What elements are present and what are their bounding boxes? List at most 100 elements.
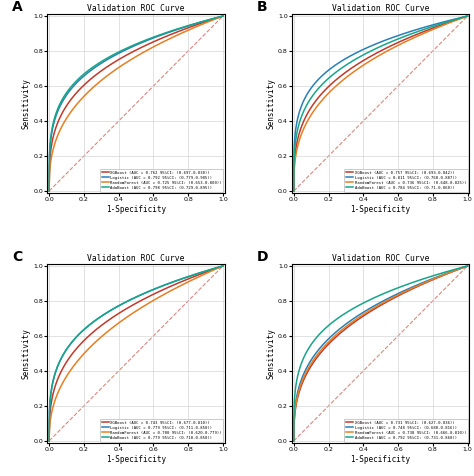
AdaBoost (AUC = 0.792 95%CI: (0.731-0.860)): (0, 0): (0.731-0.860)): (0, 0) [291,438,297,444]
Logistic (AUC = 0.792 95%CI: (0.779-0.905)): (1, 1): (0.779-0.905)): (1, 1) [220,13,226,19]
Line: XGBoost (AUC = 0.731 95%CI: (0.627-0.836)): XGBoost (AUC = 0.731 95%CI: (0.627-0.836… [294,266,467,441]
XGBoost (AUC = 0.743 95%CI: (0.677-0.810)): (0.82, 0.934): (0.677-0.810)): (0.82, 0.934) [189,275,194,280]
XGBoost (AUC = 0.731 95%CI: (0.627-0.836)): (0.541, 0.798): (0.627-0.836)): (0.541, 0.798) [385,298,391,304]
AdaBoost (AUC = 0.779 95%CI: (0.710-0.850)): (0, 0): (0.710-0.850)): (0, 0) [46,438,52,444]
XGBoost (AUC = 0.757 95%CI: (0.693-0.842)): (1, 1): (0.693-0.842)): (1, 1) [465,13,470,19]
RandomForest (AUC = 0.725 95%CI: (0.653-0.800)): (0.481, 0.757): (0.653-0.800)): (0.481, 0.757) [130,56,136,61]
Line: XGBoost (AUC = 0.743 95%CI: (0.677-0.810)): XGBoost (AUC = 0.743 95%CI: (0.677-0.810… [49,266,223,441]
Logistic (AUC = 0.748 95%CI: (0.680-0.816)): (0.475, 0.779): (0.680-0.816)): (0.475, 0.779) [374,302,379,307]
Line: Logistic (AUC = 0.792 95%CI: (0.779-0.905)): Logistic (AUC = 0.792 95%CI: (0.779-0.90… [49,16,223,191]
Logistic (AUC = 0.811 95%CI: (0.760-0.887)): (0.541, 0.867): (0.760-0.887)): (0.541, 0.867) [385,36,391,42]
XGBoost (AUC = 0.762 95%CI: (0.697-0.830)): (0.481, 0.796): (0.697-0.830)): (0.481, 0.796) [130,49,136,55]
AdaBoost (AUC = 0.779 95%CI: (0.710-0.850)): (0.595, 0.863): (0.710-0.850)): (0.595, 0.863) [150,287,155,293]
AdaBoost (AUC = 0.779 95%CI: (0.710-0.850)): (0.481, 0.813): (0.710-0.850)): (0.481, 0.813) [130,296,136,301]
RandomForest (AUC = 0.738 95%CI: (0.666-0.810)): (0, 0): (0.666-0.810)): (0, 0) [291,438,297,444]
AdaBoost (AUC = 0.779 95%CI: (0.710-0.850)): (0.976, 0.993): (0.710-0.850)): (0.976, 0.993) [216,264,221,270]
Title: Validation ROC Curve: Validation ROC Curve [87,254,185,263]
Y-axis label: Sensitivity: Sensitivity [22,328,31,379]
Logistic (AUC = 0.792 95%CI: (0.779-0.905)): (0.976, 0.994): (0.779-0.905)): (0.976, 0.994) [216,14,221,20]
Logistic (AUC = 0.779 95%CI: (0.711-0.850)): (0.82, 0.945): (0.711-0.850)): (0.82, 0.945) [189,273,194,278]
RandomForest (AUC = 0.700 95%CI: (0.620-0.779)): (0.481, 0.73): (0.620-0.779)): (0.481, 0.73) [130,310,136,316]
Logistic (AUC = 0.779 95%CI: (0.711-0.850)): (1, 1): (0.711-0.850)): (1, 1) [220,263,226,269]
Logistic (AUC = 0.748 95%CI: (0.680-0.816)): (1, 1): (0.680-0.816)): (1, 1) [465,263,470,269]
RandomForest (AUC = 0.736 95%CI: (0.648-0.825)): (0.82, 0.931): (0.648-0.825)): (0.82, 0.931) [433,25,439,31]
Legend: XGBoost (AUC = 0.743 95%CI: (0.677-0.810)), Logistic (AUC = 0.779 95%CI: (0.711-: XGBoost (AUC = 0.743 95%CI: (0.677-0.810… [100,419,223,442]
Y-axis label: Sensitivity: Sensitivity [266,328,275,379]
Logistic (AUC = 0.748 95%CI: (0.680-0.816)): (0.82, 0.935): (0.680-0.816)): (0.82, 0.935) [433,274,439,280]
AdaBoost (AUC = 0.798 95%CI: (0.729-0.895)): (0, 0): (0.729-0.895)): (0, 0) [46,188,52,194]
Logistic (AUC = 0.779 95%CI: (0.711-0.850)): (0.976, 0.993): (0.711-0.850)): (0.976, 0.993) [216,264,221,270]
XGBoost (AUC = 0.762 95%CI: (0.697-0.830)): (0.541, 0.825): (0.697-0.830)): (0.541, 0.825) [140,44,146,50]
Logistic (AUC = 0.792 95%CI: (0.779-0.905)): (0.481, 0.826): (0.779-0.905)): (0.481, 0.826) [130,44,136,50]
AdaBoost (AUC = 0.784 95%CI: (0.71-0.860)): (0.541, 0.845): (0.71-0.860)): (0.541, 0.845) [385,40,391,46]
XGBoost (AUC = 0.762 95%CI: (0.697-0.830)): (0.475, 0.793): (0.697-0.830)): (0.475, 0.793) [129,50,135,55]
Logistic (AUC = 0.748 95%CI: (0.680-0.816)): (0, 0): (0.680-0.816)): (0, 0) [291,438,297,444]
XGBoost (AUC = 0.762 95%CI: (0.697-0.830)): (0.595, 0.85): (0.697-0.830)): (0.595, 0.85) [150,40,155,45]
XGBoost (AUC = 0.731 95%CI: (0.627-0.836)): (1, 1): (0.627-0.836)): (1, 1) [465,263,470,269]
RandomForest (AUC = 0.736 95%CI: (0.648-0.825)): (0.481, 0.768): (0.648-0.825)): (0.481, 0.768) [374,54,380,60]
Line: XGBoost (AUC = 0.762 95%CI: (0.697-0.830)): XGBoost (AUC = 0.762 95%CI: (0.697-0.830… [49,16,223,191]
RandomForest (AUC = 0.736 95%CI: (0.648-0.825)): (0.976, 0.991): (0.648-0.825)): (0.976, 0.991) [461,15,466,20]
Line: RandomForest (AUC = 0.738 95%CI: (0.666-0.810)): RandomForest (AUC = 0.738 95%CI: (0.666-… [294,266,467,441]
XGBoost (AUC = 0.743 95%CI: (0.677-0.810)): (0.541, 0.809): (0.677-0.810)): (0.541, 0.809) [140,297,146,302]
Legend: XGBoost (AUC = 0.762 95%CI: (0.697-0.830)), Logistic (AUC = 0.792 95%CI: (0.779-: XGBoost (AUC = 0.762 95%CI: (0.697-0.830… [100,169,223,192]
AdaBoost (AUC = 0.792 95%CI: (0.731-0.860)): (0.481, 0.826): (0.731-0.860)): (0.481, 0.826) [374,294,380,299]
AdaBoost (AUC = 0.784 95%CI: (0.71-0.860)): (0.976, 0.993): (0.71-0.860)): (0.976, 0.993) [461,14,466,20]
Logistic (AUC = 0.811 95%CI: (0.760-0.887)): (0.481, 0.844): (0.760-0.887)): (0.481, 0.844) [374,40,380,46]
XGBoost (AUC = 0.757 95%CI: (0.693-0.842)): (0.475, 0.787): (0.693-0.842)): (0.475, 0.787) [374,50,379,56]
RandomForest (AUC = 0.736 95%CI: (0.648-0.825)): (0, 0): (0.648-0.825)): (0, 0) [291,188,297,194]
XGBoost (AUC = 0.743 95%CI: (0.677-0.810)): (0.481, 0.776): (0.677-0.810)): (0.481, 0.776) [130,302,136,308]
RandomForest (AUC = 0.725 95%CI: (0.653-0.800)): (0.541, 0.792): (0.653-0.800)): (0.541, 0.792) [140,50,146,55]
RandomForest (AUC = 0.738 95%CI: (0.666-0.810)): (0.481, 0.771): (0.666-0.810)): (0.481, 0.771) [374,303,380,309]
Line: RandomForest (AUC = 0.700 95%CI: (0.620-0.779)): RandomForest (AUC = 0.700 95%CI: (0.620-… [49,266,223,441]
XGBoost (AUC = 0.757 95%CI: (0.693-0.842)): (0.976, 0.992): (0.693-0.842)): (0.976, 0.992) [461,15,466,20]
RandomForest (AUC = 0.725 95%CI: (0.653-0.800)): (0.475, 0.753): (0.653-0.800)): (0.475, 0.753) [129,56,135,62]
RandomForest (AUC = 0.736 95%CI: (0.648-0.825)): (0.595, 0.83): (0.648-0.825)): (0.595, 0.83) [394,43,400,49]
Logistic (AUC = 0.748 95%CI: (0.680-0.816)): (0.976, 0.992): (0.680-0.816)): (0.976, 0.992) [461,265,466,270]
Logistic (AUC = 0.811 95%CI: (0.760-0.887)): (0.595, 0.887): (0.760-0.887)): (0.595, 0.887) [394,33,400,39]
RandomForest (AUC = 0.736 95%CI: (0.648-0.825)): (0.541, 0.802): (0.648-0.825)): (0.541, 0.802) [385,48,391,54]
Line: AdaBoost (AUC = 0.779 95%CI: (0.710-0.850)): AdaBoost (AUC = 0.779 95%CI: (0.710-0.85… [49,266,223,441]
AdaBoost (AUC = 0.784 95%CI: (0.71-0.860)): (1, 1): (0.71-0.860)): (1, 1) [465,13,470,19]
XGBoost (AUC = 0.743 95%CI: (0.677-0.810)): (0, 0): (0.677-0.810)): (0, 0) [46,438,52,444]
Logistic (AUC = 0.811 95%CI: (0.760-0.887)): (1, 1): (0.760-0.887)): (1, 1) [465,13,470,19]
Text: D: D [256,250,268,264]
AdaBoost (AUC = 0.792 95%CI: (0.731-0.860)): (1, 1): (0.731-0.860)): (1, 1) [465,263,470,269]
RandomForest (AUC = 0.700 95%CI: (0.620-0.779)): (0.475, 0.726): (0.620-0.779)): (0.475, 0.726) [129,311,135,317]
Logistic (AUC = 0.779 95%CI: (0.711-0.850)): (0.475, 0.81): (0.711-0.850)): (0.475, 0.81) [129,296,135,302]
AdaBoost (AUC = 0.779 95%CI: (0.710-0.850)): (0.82, 0.945): (0.710-0.850)): (0.82, 0.945) [189,273,194,278]
Logistic (AUC = 0.779 95%CI: (0.711-0.850)): (0.595, 0.863): (0.711-0.850)): (0.595, 0.863) [150,287,155,293]
RandomForest (AUC = 0.725 95%CI: (0.653-0.800)): (0.82, 0.927): (0.653-0.800)): (0.82, 0.927) [189,26,194,31]
XGBoost (AUC = 0.731 95%CI: (0.627-0.836)): (0.976, 0.991): (0.627-0.836)): (0.976, 0.991) [461,265,466,270]
AdaBoost (AUC = 0.784 95%CI: (0.71-0.860)): (0.595, 0.867): (0.71-0.860)): (0.595, 0.867) [394,37,400,42]
Logistic (AUC = 0.811 95%CI: (0.760-0.887)): (0.475, 0.842): (0.760-0.887)): (0.475, 0.842) [374,41,379,47]
Y-axis label: Sensitivity: Sensitivity [266,78,275,129]
Logistic (AUC = 0.792 95%CI: (0.779-0.905)): (0.541, 0.851): (0.779-0.905)): (0.541, 0.851) [140,39,146,45]
XGBoost (AUC = 0.757 95%CI: (0.693-0.842)): (0.595, 0.847): (0.693-0.842)): (0.595, 0.847) [394,40,400,46]
Logistic (AUC = 0.779 95%CI: (0.711-0.850)): (0.541, 0.841): (0.711-0.850)): (0.541, 0.841) [140,291,146,297]
X-axis label: 1-Specificity: 1-Specificity [106,455,166,464]
AdaBoost (AUC = 0.792 95%CI: (0.731-0.860)): (0.82, 0.949): (0.731-0.860)): (0.82, 0.949) [433,272,439,278]
Logistic (AUC = 0.811 95%CI: (0.760-0.887)): (0, 0): (0.760-0.887)): (0, 0) [291,188,297,194]
AdaBoost (AUC = 0.779 95%CI: (0.710-0.850)): (0.475, 0.81): (0.710-0.850)): (0.475, 0.81) [129,296,135,302]
Text: C: C [12,250,22,264]
XGBoost (AUC = 0.762 95%CI: (0.697-0.830)): (0.82, 0.94): (0.697-0.830)): (0.82, 0.94) [189,24,194,30]
RandomForest (AUC = 0.725 95%CI: (0.653-0.800)): (0.976, 0.991): (0.653-0.800)): (0.976, 0.991) [216,15,221,20]
RandomForest (AUC = 0.700 95%CI: (0.620-0.779)): (0, 0): (0.620-0.779)): (0, 0) [46,438,52,444]
Logistic (AUC = 0.748 95%CI: (0.680-0.816)): (0.481, 0.782): (0.680-0.816)): (0.481, 0.782) [374,301,380,307]
RandomForest (AUC = 0.738 95%CI: (0.666-0.810)): (0.82, 0.932): (0.666-0.810)): (0.82, 0.932) [433,275,439,281]
XGBoost (AUC = 0.743 95%CI: (0.677-0.810)): (0.595, 0.836): (0.677-0.810)): (0.595, 0.836) [150,292,155,298]
AdaBoost (AUC = 0.798 95%CI: (0.729-0.895)): (1, 1): (0.729-0.895)): (1, 1) [220,13,226,19]
Logistic (AUC = 0.779 95%CI: (0.711-0.850)): (0, 0): (0.711-0.850)): (0, 0) [46,438,52,444]
AdaBoost (AUC = 0.798 95%CI: (0.729-0.895)): (0.595, 0.877): (0.729-0.895)): (0.595, 0.877) [150,35,155,40]
X-axis label: 1-Specificity: 1-Specificity [351,205,410,214]
AdaBoost (AUC = 0.779 95%CI: (0.710-0.850)): (0.541, 0.841): (0.710-0.850)): (0.541, 0.841) [140,291,146,297]
AdaBoost (AUC = 0.784 95%CI: (0.71-0.860)): (0, 0): (0.71-0.860)): (0, 0) [291,188,297,194]
Y-axis label: Sensitivity: Sensitivity [22,78,31,129]
AdaBoost (AUC = 0.792 95%CI: (0.731-0.860)): (0.976, 0.994): (0.731-0.860)): (0.976, 0.994) [461,264,466,270]
Title: Validation ROC Curve: Validation ROC Curve [87,4,185,13]
Text: B: B [256,0,267,14]
RandomForest (AUC = 0.700 95%CI: (0.620-0.779)): (0.82, 0.918): (0.620-0.779)): (0.82, 0.918) [189,278,194,283]
XGBoost (AUC = 0.762 95%CI: (0.697-0.830)): (0.976, 0.992): (0.697-0.830)): (0.976, 0.992) [216,14,221,20]
RandomForest (AUC = 0.725 95%CI: (0.653-0.800)): (1, 1): (0.653-0.800)): (1, 1) [220,13,226,19]
